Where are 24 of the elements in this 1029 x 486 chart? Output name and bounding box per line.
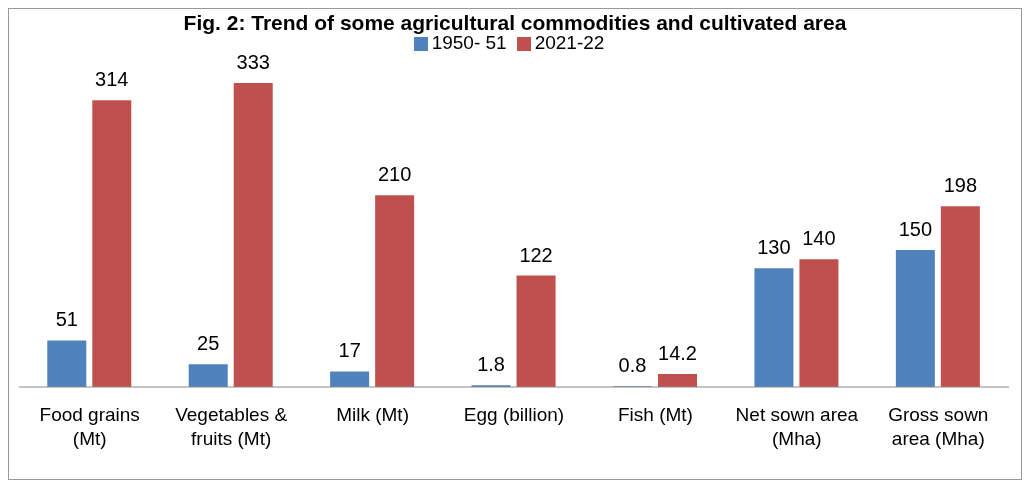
data-label: 150 — [898, 218, 933, 241]
x-tick-label: Net sown area (Mha) — [735, 404, 859, 449]
data-label: 130 — [757, 236, 791, 259]
data-label: 51 — [55, 308, 78, 331]
data-label: 314 — [95, 68, 129, 91]
data-label: 198 — [943, 174, 978, 197]
x-tick-label: Fish (Mt) — [617, 404, 693, 425]
x-tick-label: Food grains (Mt) — [39, 404, 140, 449]
data-label: 14.2 — [658, 342, 697, 365]
data-label: 0.8 — [618, 354, 647, 377]
data-label: 25 — [197, 332, 220, 355]
legend-label: 1950- 51 — [431, 32, 507, 53]
x-tick-label: Vegetables & fruits (Mt) — [175, 404, 288, 449]
x-tick-label: Gross sown area (Mha) — [888, 404, 989, 449]
data-label: 122 — [519, 243, 553, 266]
x-tick-label: Milk (Mt) — [336, 404, 409, 425]
data-label: 333 — [236, 51, 270, 73]
x-tick-label: Egg (billion) — [463, 404, 565, 425]
chart-title: Fig. 2: Trend of some agricultural commodities and cultivated area — [182, 11, 848, 35]
data-label: 140 — [802, 227, 836, 250]
legend-label: 2021-22 — [534, 32, 605, 53]
data-label: 17 — [338, 339, 361, 362]
data-label: 1.8 — [477, 353, 505, 376]
data-label: 210 — [377, 163, 412, 186]
